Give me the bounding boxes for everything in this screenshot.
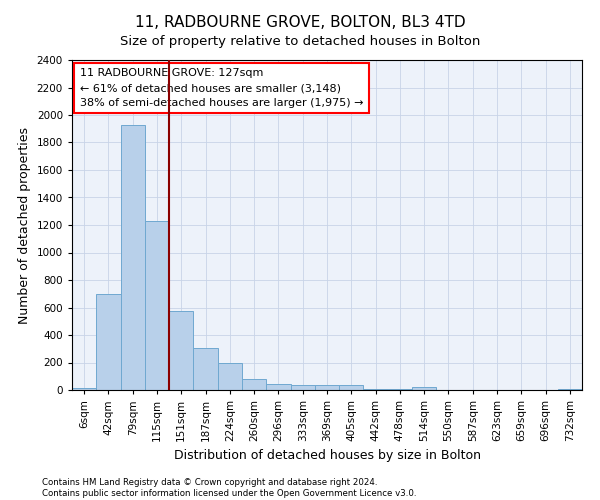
Bar: [96, 294, 121, 390]
Text: Contains HM Land Registry data © Crown copyright and database right 2024.
Contai: Contains HM Land Registry data © Crown c…: [42, 478, 416, 498]
Bar: [169, 311, 193, 390]
X-axis label: Distribution of detached houses by size in Bolton: Distribution of detached houses by size …: [173, 450, 481, 462]
Y-axis label: Number of detached properties: Number of detached properties: [18, 126, 31, 324]
Bar: [145, 221, 169, 390]
Bar: [218, 362, 242, 390]
Bar: [315, 385, 339, 390]
Bar: [72, 388, 96, 390]
Bar: [242, 379, 266, 390]
Bar: [290, 385, 315, 390]
Text: 11, RADBOURNE GROVE, BOLTON, BL3 4TD: 11, RADBOURNE GROVE, BOLTON, BL3 4TD: [134, 15, 466, 30]
Bar: [412, 387, 436, 390]
Bar: [339, 385, 364, 390]
Text: Size of property relative to detached houses in Bolton: Size of property relative to detached ho…: [120, 35, 480, 48]
Bar: [193, 348, 218, 390]
Bar: [266, 384, 290, 390]
Text: 11 RADBOURNE GROVE: 127sqm
← 61% of detached houses are smaller (3,148)
38% of s: 11 RADBOURNE GROVE: 127sqm ← 61% of deta…: [80, 68, 363, 108]
Bar: [121, 124, 145, 390]
